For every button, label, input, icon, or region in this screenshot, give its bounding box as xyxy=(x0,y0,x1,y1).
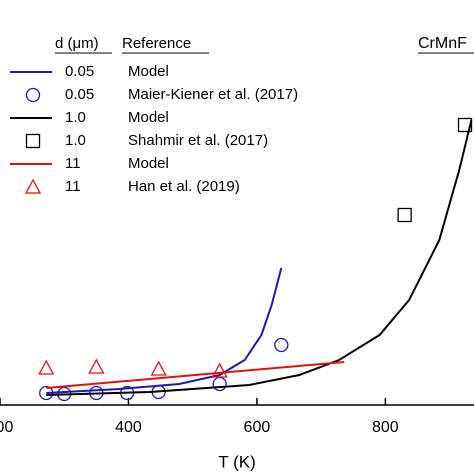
legend-d: 0.05 xyxy=(65,63,94,80)
x-tick-label: 600 xyxy=(244,419,271,436)
legend-label: Model xyxy=(128,155,169,172)
marker xyxy=(211,362,228,378)
legend-d: 11 xyxy=(65,178,81,195)
x-tick-label: 800 xyxy=(372,419,399,436)
model-line xyxy=(46,267,283,394)
x-tick-label: 200 xyxy=(0,419,13,436)
legend-header: Reference xyxy=(122,35,191,52)
model-line xyxy=(46,119,473,396)
legend-symbol xyxy=(25,87,41,103)
legend-d: 0.05 xyxy=(65,86,94,103)
annotation: CrMnF xyxy=(418,35,467,52)
marker xyxy=(457,117,473,133)
legend-symbol xyxy=(24,178,42,194)
marker xyxy=(38,359,55,375)
legend-label: Han et al. (2019) xyxy=(128,178,240,195)
legend-label: Shahmir et al. (2017) xyxy=(128,132,268,149)
x-tick-label: 400 xyxy=(115,419,142,436)
legend-label: Model xyxy=(128,109,169,126)
legend-symbol xyxy=(25,133,41,149)
marker xyxy=(274,337,289,353)
marker xyxy=(39,385,54,401)
legend-header: d (μm) xyxy=(55,35,99,52)
legend-d: 11 xyxy=(65,155,81,172)
legend-d: 1.0 xyxy=(65,109,86,126)
legend-label: Model xyxy=(128,63,169,80)
marker xyxy=(88,358,105,374)
legend-d: 1.0 xyxy=(65,132,86,149)
x-axis-label: T (K) xyxy=(218,452,255,471)
marker xyxy=(212,376,227,392)
model-line xyxy=(46,361,345,389)
marker xyxy=(150,360,167,376)
marker xyxy=(397,207,412,223)
legend-label: Maier-Kiener et al. (2017) xyxy=(128,86,298,103)
